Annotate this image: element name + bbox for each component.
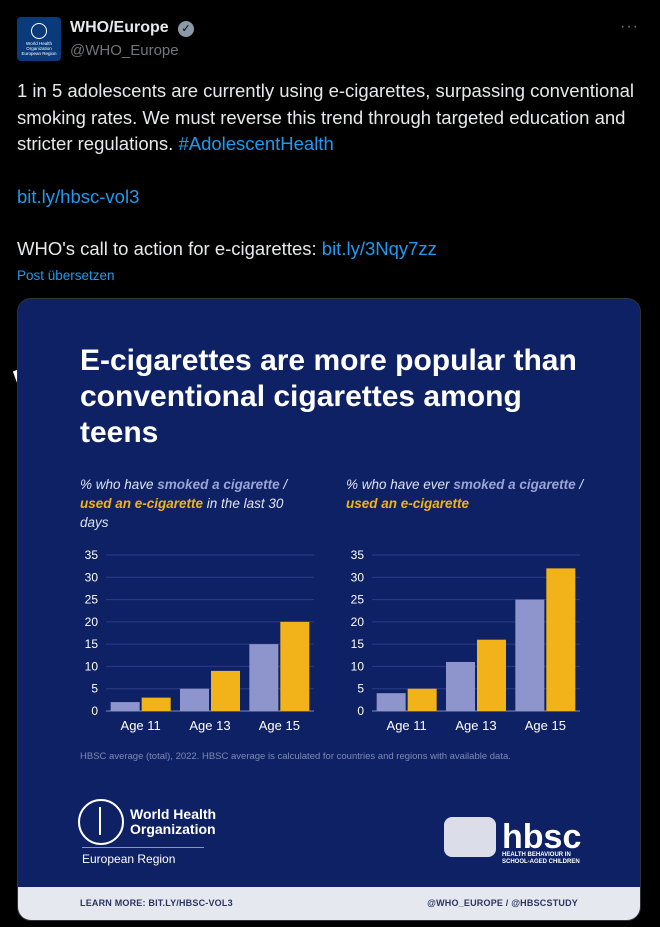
left-sub-mid: / <box>279 477 288 492</box>
right-chart-subtitle: % who have ever smoked a cigarette / use… <box>346 475 586 513</box>
author-name[interactable]: WHO/Europe <box>70 19 169 36</box>
hbsc-logo: hbsc <box>444 817 581 857</box>
hbsc-link[interactable]: bit.ly/hbsc-vol3 <box>17 185 140 207</box>
avatar-text-3: European Region <box>21 50 57 56</box>
x-category-label: Age 11 <box>387 718 427 733</box>
bar-cigarette <box>446 661 475 711</box>
left-sub-ecig: used an e-cigarette <box>80 496 204 511</box>
y-tick-label: 0 <box>91 704 98 718</box>
avatar-text-1: World Health <box>26 40 52 46</box>
right-bar-chart: 0 5 10 15 20 25 30 35 Age 11 Age 13 Age 15 <box>351 548 580 733</box>
verified-badge-icon: ✓ <box>178 21 194 37</box>
hbsc-wordmark: hbsc <box>502 818 582 856</box>
translate-post-link[interactable]: Post übersetzen <box>17 268 115 283</box>
left-chart-subtitle: % who have smoked a cigarette / used an … <box>80 475 300 532</box>
right-sub-cigarette: smoked a cigarette <box>453 477 576 492</box>
y-tick-label: 15 <box>85 637 99 651</box>
bar-cigarette <box>249 644 279 711</box>
bar-ecigarette <box>211 670 240 711</box>
cta-link[interactable]: bit.ly/3Nqy7zz <box>321 238 437 259</box>
who-emblem-icon <box>31 22 47 39</box>
y-tick-label: 15 <box>351 637 365 651</box>
author-handle[interactable]: @WHO_Europe <box>70 42 179 59</box>
right-sub-mid: / <box>575 477 584 492</box>
card-footer: LEARN MORE: BIT.LY/HBSC-VOL3 @WHO_EUROPE… <box>18 887 640 920</box>
bar-cigarette <box>376 693 406 711</box>
y-tick-label: 20 <box>85 615 99 629</box>
tweet-text: 1 in 5 adolescents are currently using e… <box>17 78 645 263</box>
footer-learn-more: LEARN MORE: BIT.LY/HBSC-VOL3 <box>80 898 233 908</box>
avatar-text-2: Organization <box>26 45 52 51</box>
bar-ecigarette <box>407 688 437 711</box>
card-title: E-cigarettes are more popular than conve… <box>80 344 577 449</box>
y-tick-label: 10 <box>351 659 365 673</box>
x-category-label: Age 13 <box>189 718 230 733</box>
infographic-card[interactable]: E-cigarettes are more popular than conve… <box>17 298 641 921</box>
y-tick-label: 35 <box>351 548 365 562</box>
more-options-icon[interactable]: ··· <box>620 18 639 35</box>
avatar[interactable]: World Health Organization European Regio… <box>17 17 61 61</box>
y-tick-label: 30 <box>85 570 99 584</box>
hbsc-tagline: HEALTH BEHAVIOUR IN SCHOOL-AGED CHILDREN <box>502 852 580 865</box>
y-tick-label: 35 <box>85 548 99 562</box>
hbsc-figures-icon <box>444 817 496 857</box>
y-tick-label: 10 <box>85 659 99 673</box>
x-category-label: Age 11 <box>121 718 161 733</box>
tweet-body: 1 in 5 adolescents are currently using e… <box>17 80 635 154</box>
chart-note: HBSC average (total), 2022. HBSC average… <box>80 751 511 762</box>
bar-cigarette <box>515 599 545 711</box>
who-region-label: European Region <box>82 847 204 866</box>
left-sub-cigarette: smoked a cigarette <box>157 477 280 492</box>
who-logo-line-1: World Health <box>130 806 217 822</box>
bar-ecigarette <box>141 697 171 711</box>
y-tick-label: 30 <box>351 570 365 584</box>
who-logo-text: World Health Organization <box>130 807 216 837</box>
right-sub-ecig: used an e-cigarette <box>346 496 470 511</box>
y-tick-label: 25 <box>85 593 99 607</box>
footer-handles: @WHO_EUROPE / @HBSCSTUDY <box>427 898 578 908</box>
x-category-label: Age 15 <box>525 718 566 733</box>
hashtag-link[interactable]: #AdolescentHealth <box>178 133 334 154</box>
who-globe-icon <box>78 799 124 845</box>
bar-ecigarette <box>477 639 506 711</box>
who-logo: World Health Organization <box>78 799 216 845</box>
bar-ecigarette <box>280 621 310 711</box>
cta-text: WHO's call to action for e-cigarettes: <box>17 238 317 259</box>
bar-cigarette <box>180 688 209 711</box>
y-tick-label: 0 <box>357 704 364 718</box>
left-sub-pre: % who have <box>80 477 158 492</box>
right-sub-pre: % who have ever <box>346 477 454 492</box>
left-sub-post: in the last 30 days <box>80 496 284 530</box>
who-logo-line-2: Organization <box>130 821 216 837</box>
x-category-label: Age 15 <box>259 718 300 733</box>
bar-cigarette <box>110 702 140 711</box>
y-tick-label: 5 <box>357 682 364 696</box>
left-bar-chart: 0 5 10 15 20 25 30 35 Age 11 Age 13 Age 15 <box>85 548 314 733</box>
bar-ecigarette <box>546 568 576 711</box>
y-tick-label: 20 <box>351 615 365 629</box>
y-tick-label: 25 <box>351 593 365 607</box>
x-category-label: Age 13 <box>455 718 496 733</box>
y-tick-label: 5 <box>91 682 98 696</box>
